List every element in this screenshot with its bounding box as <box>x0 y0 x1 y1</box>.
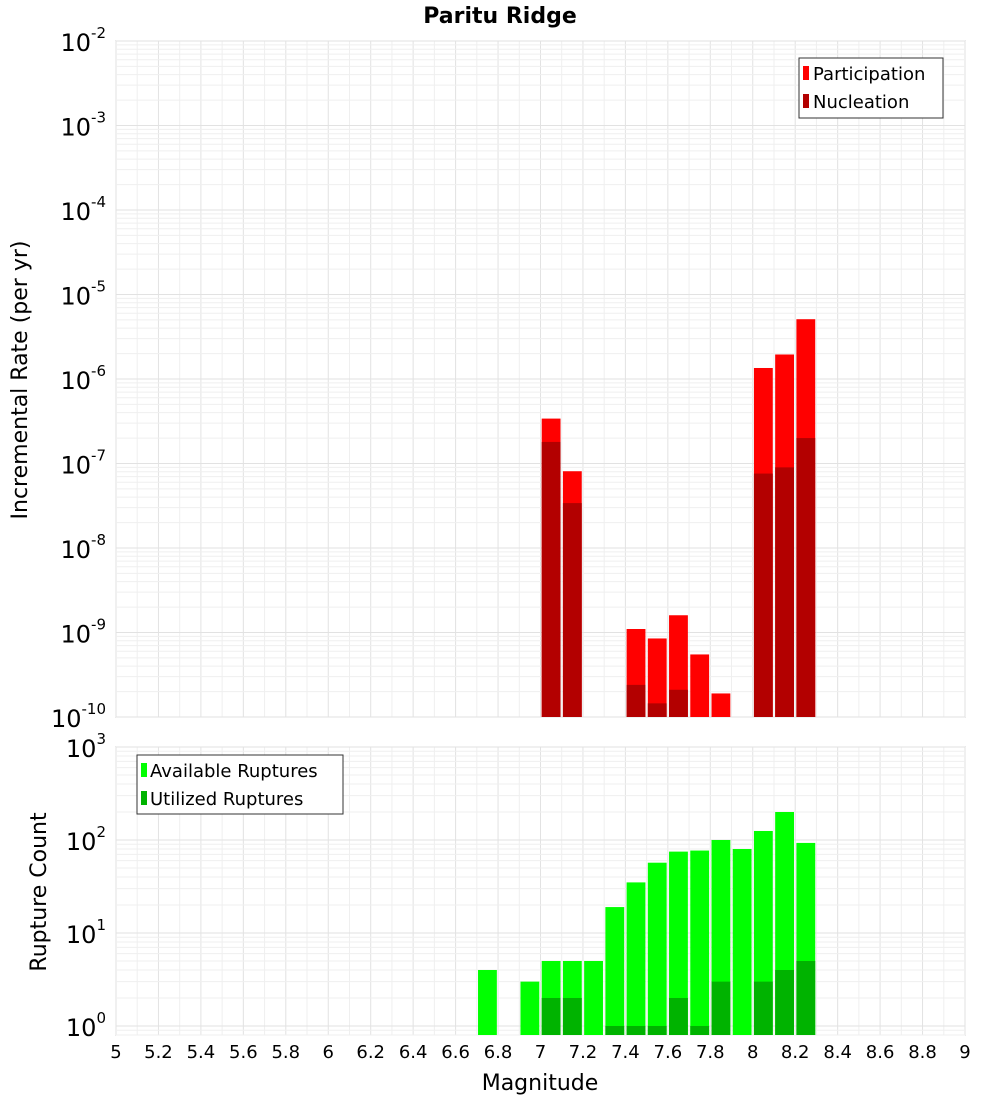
bottom-y-tick-label: 103 <box>66 730 106 763</box>
bottom-bar-s2 <box>626 1025 646 1035</box>
x-tick-label: 8 <box>747 1042 758 1063</box>
top-bar-s2 <box>562 503 582 717</box>
bottom-bar-s1 <box>732 849 752 1035</box>
x-tick-label: 8.6 <box>866 1042 895 1063</box>
x-tick-label: 5.6 <box>229 1042 258 1063</box>
top-y-tick-label: 10-3 <box>60 109 106 142</box>
bottom-bar-s2 <box>775 969 794 1035</box>
top-y-tick-label: 10-6 <box>60 362 106 395</box>
top-bars <box>541 319 816 717</box>
x-tick-label: 8.8 <box>908 1042 937 1063</box>
top-y-tick-label: 10-9 <box>60 616 106 649</box>
top-y-tick-label: 10-7 <box>60 447 106 480</box>
bottom-y-tick-label: 102 <box>66 823 106 856</box>
bottom-bar-s2 <box>753 981 773 1035</box>
x-tick-label: 6.4 <box>399 1042 428 1063</box>
top-bar-s2 <box>541 441 561 717</box>
top-bar-s2 <box>796 438 816 717</box>
top-bar-s2 <box>626 684 646 717</box>
top-bar-s2 <box>647 703 667 717</box>
bottom-bar-s1 <box>478 969 497 1035</box>
bottom-bar-s1 <box>626 882 646 1035</box>
x-tick-label: 5.4 <box>187 1042 216 1063</box>
top-grid <box>115 40 966 718</box>
x-tick-label: 7.4 <box>611 1042 640 1063</box>
bottom-bars <box>478 812 816 1035</box>
top-bar-s2 <box>669 689 688 717</box>
x-tick-label: 7.2 <box>569 1042 598 1063</box>
x-ticks: 5 5.2 5.4 5.6 5.8 6 6.2 6.4 6.6 6.8 7 7.2 7.4 7.6 7.8 8… <box>110 1042 970 1063</box>
top-bar-s1 <box>711 693 731 717</box>
top-bar-s1 <box>690 654 710 717</box>
legend-swatch-utilized <box>141 791 147 805</box>
top-y-ticks: 10-2 10-3 10-4 10-5 10-6 10-7 10-8 10-9 10-10 <box>51 24 106 733</box>
x-tick-label: 9 <box>959 1042 970 1063</box>
top-bar-s1 <box>647 638 667 717</box>
bottom-bar-s1 <box>690 850 710 1035</box>
bottom-y-tick-label: 101 <box>66 916 106 949</box>
top-y-tick-label: 10-8 <box>60 531 106 564</box>
x-tick-label: 7.6 <box>654 1042 683 1063</box>
bottom-bar-s1 <box>520 981 540 1035</box>
bottom-bar-s2 <box>669 997 688 1035</box>
bottom-bar-s2 <box>711 981 731 1035</box>
bottom-bar-s2 <box>690 1025 710 1035</box>
bottom-bar-s1 <box>584 960 603 1035</box>
legend-label-available: Available Ruptures <box>150 761 318 782</box>
top-legend: Participation Nucleation <box>798 57 944 119</box>
legend-label-participation: Participation <box>813 64 925 85</box>
x-tick-label: 7 <box>535 1042 546 1063</box>
bottom-y-axis-label: Rupture Count <box>27 812 52 972</box>
bottom-bar-s1 <box>647 862 667 1035</box>
x-tick-label: 5 <box>110 1042 121 1063</box>
top-bar-s2 <box>775 467 794 717</box>
x-axis-label: Magnitude <box>482 1071 599 1096</box>
x-tick-label: 8.2 <box>781 1042 810 1063</box>
x-tick-label: 6.8 <box>484 1042 513 1063</box>
bottom-bar-s2 <box>562 997 582 1035</box>
bottom-bar-s1 <box>605 907 625 1035</box>
bottom-bar-s2 <box>605 1025 625 1035</box>
chart-title: Paritu Ridge <box>423 4 577 29</box>
x-tick-label: 8.4 <box>823 1042 852 1063</box>
top-y-tick-label: 10-5 <box>60 278 106 311</box>
legend-label-nucleation: Nucleation <box>813 92 909 113</box>
x-tick-label: 5.2 <box>144 1042 173 1063</box>
bottom-grid <box>115 746 966 1036</box>
x-tick-label: 6 <box>323 1042 334 1063</box>
x-tick-label: 6.6 <box>441 1042 470 1063</box>
legend-swatch-nucleation <box>803 94 809 108</box>
top-y-tick-label: 10-10 <box>51 700 106 733</box>
bottom-legend: Available Ruptures Utilized Ruptures <box>136 754 344 815</box>
legend-label-utilized: Utilized Ruptures <box>150 789 303 810</box>
x-tick-label: 6.2 <box>356 1042 385 1063</box>
bottom-y-tick-label: 100 <box>66 1009 106 1042</box>
top-bar-s2 <box>753 473 773 717</box>
bottom-y-ticks: 103 102 101 100 <box>66 730 106 1042</box>
top-y-axis-label: Incremental Rate (per yr) <box>8 241 33 520</box>
bottom-bar-s2 <box>647 1025 667 1035</box>
top-y-tick-label: 10-2 <box>60 24 106 57</box>
x-tick-label: 7.8 <box>696 1042 725 1063</box>
top-y-tick-label: 10-4 <box>60 193 106 226</box>
bottom-bar-s2 <box>541 997 561 1035</box>
legend-swatch-available <box>141 763 147 777</box>
bottom-bar-s1 <box>669 851 688 1035</box>
bottom-bar-s2 <box>796 960 816 1035</box>
x-tick-label: 5.8 <box>271 1042 300 1063</box>
legend-swatch-participation <box>803 66 809 80</box>
